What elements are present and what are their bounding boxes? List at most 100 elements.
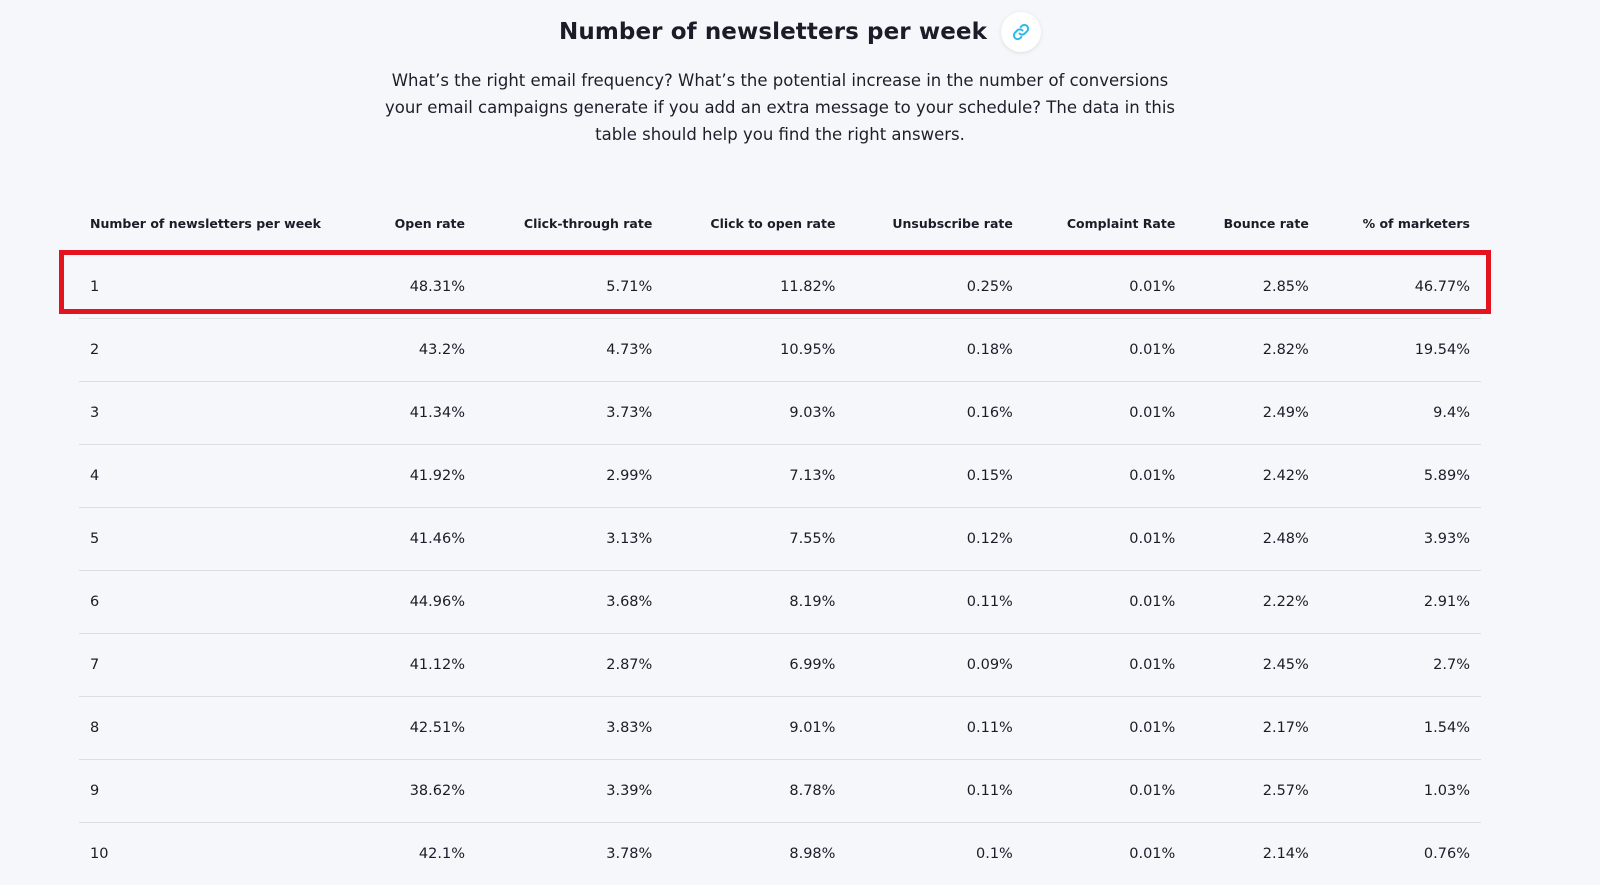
table-cell: 9.03% — [663, 381, 847, 445]
section-title: Number of newsletters per week — [559, 19, 987, 45]
table-body: 1 48.31% 5.71% 11.82% 0.25% 0.01% 2.85% 46.77% 2… — [79, 256, 1481, 885]
table-row: 6 44.96% 3.68% 8.19% 0.11% 0.01% 2.22% 2.91% — [79, 570, 1481, 634]
table-cell: 7.13% — [663, 444, 847, 508]
table-header: Number of newsletters per week Open rate C… — [79, 190, 1481, 256]
table-cell: 0.1% — [846, 822, 1024, 885]
table-row: 9 38.62% 3.39% 8.78% 0.11% 0.01% 2.57% 1.03% — [79, 759, 1481, 823]
table-cell: 42.1% — [361, 822, 476, 885]
table-cell: 2.91% — [1319, 570, 1481, 634]
table-cell: 10 — [79, 822, 361, 885]
table-row: 3 41.34% 3.73% 9.03% 0.16% 0.01% 2.49% 9.4% — [79, 381, 1481, 445]
table-cell: 0.11% — [846, 696, 1024, 760]
copy-link-button[interactable] — [1001, 12, 1041, 52]
title-row: Number of newsletters per week — [0, 12, 1600, 52]
column-header: % of marketers — [1362, 215, 1470, 231]
table-cell: 0.01% — [1023, 633, 1187, 697]
table-cell: 0.01% — [1023, 381, 1187, 445]
table-cell: 48.31% — [409, 279, 465, 295]
table-cell: 5.71% — [606, 279, 653, 295]
table-cell: 8.98% — [663, 822, 847, 885]
table-cell: 7 — [79, 633, 361, 697]
table-cell: 2.48% — [1186, 507, 1320, 571]
table-cell: 9 — [79, 759, 361, 823]
table-cell: 42.51% — [361, 696, 476, 760]
table-cell: 2.45% — [1186, 633, 1320, 697]
column-header: Click to open rate — [710, 215, 836, 231]
table-cell: 5 — [79, 507, 361, 571]
table-cell: 6.99% — [663, 633, 847, 697]
table-cell: 4 — [79, 444, 361, 508]
table-cell: 38.62% — [361, 759, 476, 823]
table-cell: 0.76% — [1319, 822, 1481, 885]
column-header: Bounce rate — [1223, 215, 1309, 231]
table-cell: 4.73% — [476, 318, 664, 382]
table-row: 2 43.2% 4.73% 10.95% 0.18% 0.01% 2.82% 19.54% — [79, 318, 1481, 382]
table-cell: 2.99% — [476, 444, 664, 508]
table-cell: 2.7% — [1319, 633, 1481, 697]
table-cell: 41.46% — [361, 507, 476, 571]
table-row: 4 41.92% 2.99% 7.13% 0.15% 0.01% 2.42% 5.89% — [79, 444, 1481, 508]
table-cell: 43.2% — [361, 318, 476, 382]
table-cell: 9.4% — [1319, 381, 1481, 445]
table-cell: 2.22% — [1186, 570, 1320, 634]
table-cell: 0.09% — [846, 633, 1024, 697]
table-cell: 0.18% — [846, 318, 1024, 382]
table-cell: 1.03% — [1319, 759, 1481, 823]
table-cell: 2.87% — [476, 633, 664, 697]
table-cell: 3.78% — [476, 822, 664, 885]
table-row: 8 42.51% 3.83% 9.01% 0.11% 0.01% 2.17% 1.54% — [79, 696, 1481, 760]
table-cell: 44.96% — [361, 570, 476, 634]
table-cell: 3.73% — [476, 381, 664, 445]
column-header: Click-through rate — [523, 215, 653, 231]
table-cell: 8.19% — [663, 570, 847, 634]
table-row: 7 41.12% 2.87% 6.99% 0.09% 0.01% 2.45% 2.7% — [79, 633, 1481, 697]
table-cell: 0.01% — [1129, 279, 1176, 295]
table-cell: 0.11% — [846, 570, 1024, 634]
table-cell: 8 — [79, 696, 361, 760]
table-cell: 41.34% — [361, 381, 476, 445]
table-cell: 0.12% — [846, 507, 1024, 571]
table-cell: 11.82% — [780, 279, 836, 295]
table-cell: 0.01% — [1023, 570, 1187, 634]
table-cell: 2 — [79, 318, 361, 382]
table-row: 1 48.31% 5.71% 11.82% 0.25% 0.01% 2.85% 46.77% — [79, 256, 1481, 319]
table-cell: 3.39% — [476, 759, 664, 823]
table-cell: 6 — [79, 570, 361, 634]
table-cell: 2.42% — [1186, 444, 1320, 508]
table-cell: 41.92% — [361, 444, 476, 508]
section-description: What’s the right email frequency? What’s… — [384, 71, 1176, 144]
table-cell: 1 — [90, 279, 100, 295]
table-cell: 0.25% — [966, 279, 1013, 295]
table-cell: 2.85% — [1262, 279, 1309, 295]
table-cell: 0.01% — [1023, 696, 1187, 760]
table-cell: 0.16% — [846, 381, 1024, 445]
table-row: 5 41.46% 3.13% 7.55% 0.12% 0.01% 2.48% 3.93% — [79, 507, 1481, 571]
table-cell: 2.82% — [1186, 318, 1320, 382]
column-header: Complaint Rate — [1066, 215, 1176, 231]
column-header: Open rate — [394, 215, 465, 231]
table-header-row: Number of newsletters per week Open rate C… — [79, 190, 1481, 256]
link-icon — [1012, 23, 1030, 41]
table-row: 10 42.1% 3.78% 8.98% 0.1% 0.01% 2.14% 0.76% — [79, 822, 1481, 885]
table-cell: 2.17% — [1186, 696, 1320, 760]
table-cell: 0.15% — [846, 444, 1024, 508]
table-cell: 41.12% — [361, 633, 476, 697]
table-cell: 3.13% — [476, 507, 664, 571]
column-header: Unsubscribe rate — [892, 215, 1013, 231]
table-cell: 2.57% — [1186, 759, 1320, 823]
column-header: Number of newsletters per week — [90, 215, 321, 231]
table-cell: 3.93% — [1319, 507, 1481, 571]
table-cell: 0.01% — [1023, 759, 1187, 823]
table-cell: 0.01% — [1023, 444, 1187, 508]
table-cell: 5.89% — [1319, 444, 1481, 508]
table-cell: 3 — [79, 381, 361, 445]
table-cell: 3.68% — [476, 570, 664, 634]
table-cell: 3.83% — [476, 696, 664, 760]
table-cell: 2.49% — [1186, 381, 1320, 445]
table-cell: 7.55% — [663, 507, 847, 571]
table-cell: 0.01% — [1023, 318, 1187, 382]
table-cell: 0.01% — [1023, 507, 1187, 571]
table-cell: 19.54% — [1319, 318, 1481, 382]
table-cell: 0.01% — [1023, 822, 1187, 885]
table-cell: 8.78% — [663, 759, 847, 823]
